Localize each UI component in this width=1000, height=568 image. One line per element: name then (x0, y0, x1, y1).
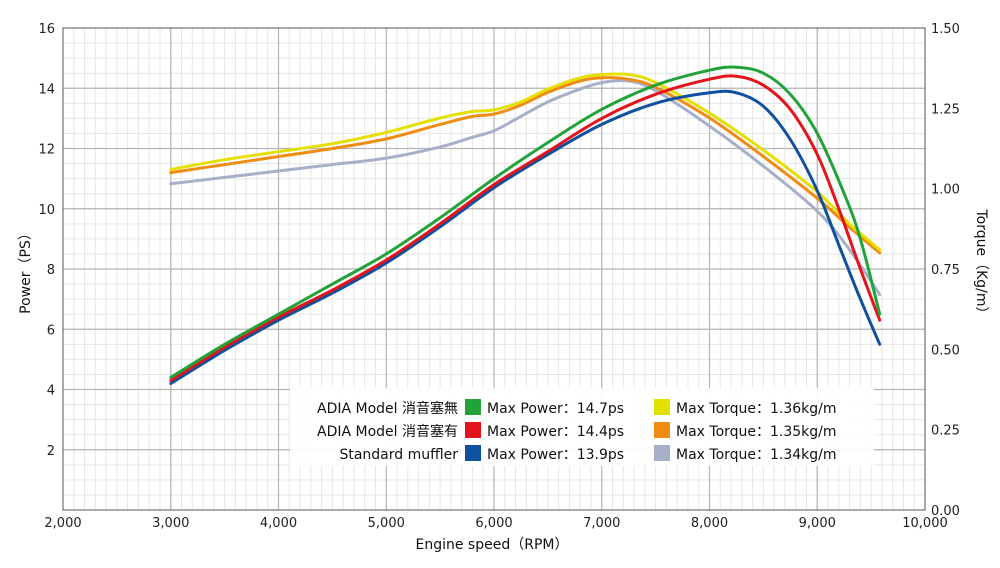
x-tick-label: 2,000 (44, 516, 81, 531)
legend-torque-text: Max Torque：1.35kg/m (676, 424, 837, 440)
legend-label: ADIA Model 消音塞無 (317, 400, 458, 417)
legend-swatch-torque (654, 445, 670, 461)
left-tick-label: 10 (38, 203, 55, 218)
series-layer (169, 65, 882, 385)
right-tick-label: 1.25 (931, 102, 960, 117)
left-tick-label: 12 (38, 143, 55, 158)
right-tick-label: 0.00 (931, 504, 960, 519)
right-tick-label: 1.50 (931, 22, 960, 37)
power-curve-0 (169, 65, 882, 379)
legend-swatch-torque (654, 399, 670, 415)
x-tick-label: 8,000 (691, 516, 728, 531)
torque-curve-5 (169, 79, 882, 297)
legend-row-standard: Standard muffler Max Power：13.9ps Max To… (339, 445, 837, 463)
left-tick-label: 2 (47, 444, 55, 459)
legend-power-text: Max Power：14.4ps (487, 424, 624, 440)
power-curve-2 (169, 89, 882, 385)
right-axis-title: Torque（Kg/m） (973, 208, 989, 320)
left-tick-label: 8 (47, 263, 55, 278)
legend: ADIA Model 消音塞無 Max Power：14.7ps Max Tor… (290, 388, 874, 466)
legend-swatch-power (465, 445, 481, 461)
left-tick-label: 14 (38, 82, 55, 97)
x-tick-label: 5,000 (368, 516, 405, 531)
x-tick-label: 6,000 (475, 516, 512, 531)
legend-label: Standard muffler (339, 447, 458, 463)
legend-swatch-power (465, 422, 481, 438)
legend-swatch-power (465, 399, 481, 415)
x-tick-label: 7,000 (583, 516, 620, 531)
left-tick-label: 16 (38, 22, 55, 37)
legend-swatch-torque (654, 422, 670, 438)
right-tick-label: 0.25 (931, 424, 960, 439)
legend-torque-text: Max Torque：1.34kg/m (676, 447, 837, 463)
left-axis-title: Power（PS） (18, 226, 34, 314)
torque-curve-3 (169, 72, 882, 252)
right-tick-label: 0.50 (931, 343, 960, 358)
left-axis-ticks: 2 4 6 8 10 12 14 16 (38, 22, 55, 459)
torque-curve-4 (169, 76, 882, 255)
legend-torque-text: Max Torque：1.36kg/m (676, 401, 837, 417)
right-tick-label: 0.75 (931, 263, 960, 278)
legend-power-text: Max Power：14.7ps (487, 401, 624, 417)
right-tick-label: 1.00 (931, 183, 960, 198)
x-tick-label: 9,000 (799, 516, 836, 531)
right-axis-ticks: 0.00 0.25 0.50 0.75 1.00 1.25 1.50 (931, 22, 960, 519)
x-tick-label: 10,000 (902, 516, 948, 531)
left-tick-label: 6 (47, 323, 55, 338)
legend-power-text: Max Power：13.9ps (487, 447, 624, 463)
x-tick-label: 4,000 (260, 516, 297, 531)
legend-row-adia-open: ADIA Model 消音塞無 Max Power：14.7ps Max Tor… (317, 399, 837, 417)
x-axis-ticks: 2,000 3,000 4,000 5,000 6,000 7,000 8,000 9,000… (44, 516, 947, 531)
left-tick-label: 4 (47, 384, 55, 399)
legend-row-adia-closed: ADIA Model 消音塞有 Max Power：14.4ps Max Tor… (317, 422, 837, 440)
plot-frame (62, 27, 926, 511)
x-axis-title: Engine speed（RPM） (416, 537, 569, 553)
legend-label: ADIA Model 消音塞有 (317, 423, 458, 440)
x-tick-label: 3,000 (152, 516, 189, 531)
power-curve-1 (169, 74, 882, 382)
